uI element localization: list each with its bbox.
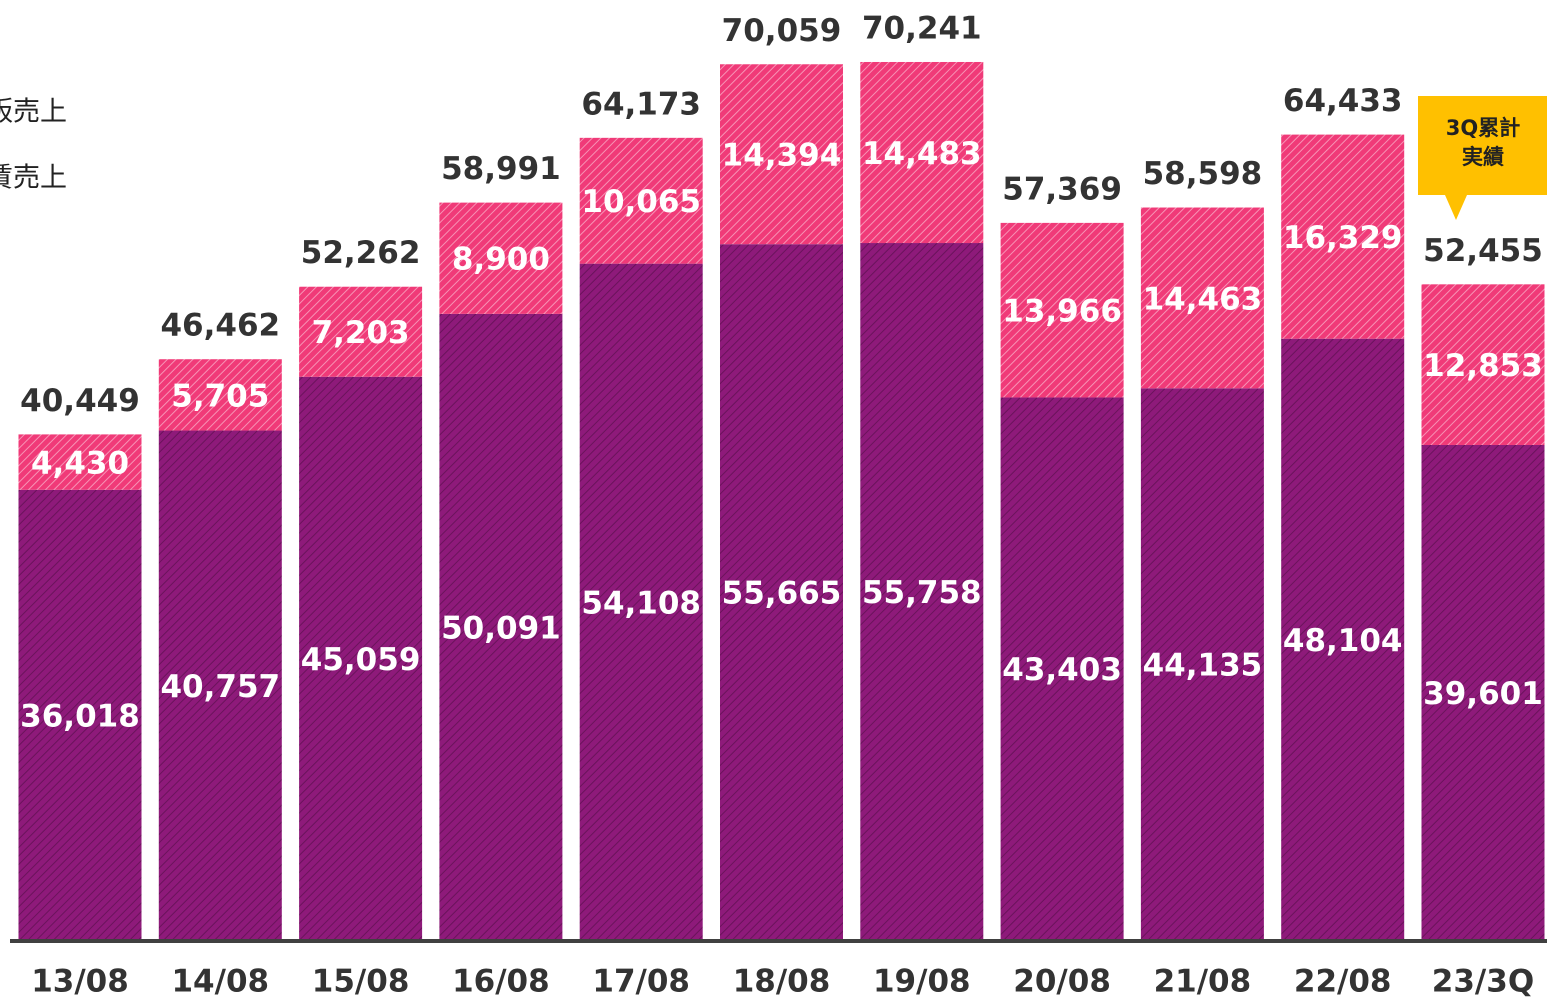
- bar-segment: [1421, 284, 1545, 445]
- bar-segment: [720, 64, 843, 245]
- total-label: 64,173: [581, 86, 701, 122]
- value-label: 5,705: [171, 378, 269, 414]
- x-tick-label: 20/08: [1013, 964, 1111, 1000]
- x-tick-label: 21/08: [1154, 964, 1252, 1000]
- value-label: 54,108: [581, 585, 701, 621]
- bar-segment: [1421, 444, 1545, 940]
- total-label: 57,369: [1002, 171, 1122, 207]
- x-tick-label: 16/08: [452, 964, 550, 1000]
- bar-segment: [579, 263, 703, 940]
- total-label: 40,449: [20, 383, 140, 419]
- bar-segment: [18, 489, 142, 940]
- callout-text: 3Q累計: [1446, 116, 1520, 140]
- bar-segment: [439, 313, 563, 940]
- bar-segment: [1140, 388, 1264, 940]
- value-label: 10,065: [581, 184, 701, 220]
- bar-segment: [1281, 134, 1405, 339]
- bar-segment: [158, 430, 282, 940]
- legend-label: 賃売上: [0, 163, 67, 194]
- bar-segment: [439, 202, 563, 314]
- bar-segment: [158, 359, 282, 431]
- bar-segment: [720, 244, 843, 940]
- bar-segment: [860, 61, 984, 244]
- value-label: 13,966: [1002, 294, 1122, 330]
- x-tick-label: 22/08: [1294, 964, 1392, 1000]
- value-label: 43,403: [1002, 652, 1122, 688]
- x-tick-label: 13/08: [31, 964, 129, 1000]
- bar-segment: [18, 434, 142, 490]
- value-label: 40,757: [160, 669, 280, 705]
- value-label: 55,665: [722, 576, 842, 612]
- x-tick-label: 15/08: [312, 964, 410, 1000]
- total-label: 52,455: [1423, 233, 1543, 269]
- value-label: 14,483: [862, 136, 982, 172]
- total-label: 46,462: [160, 308, 280, 344]
- callout: [1418, 96, 1547, 220]
- x-tick-label: 18/08: [733, 964, 831, 1000]
- x-tick-label: 14/08: [171, 964, 269, 1000]
- value-label: 48,104: [1283, 623, 1403, 659]
- value-label: 16,329: [1283, 220, 1403, 256]
- bar-segment: [1000, 222, 1124, 398]
- callout-text: 実績: [1462, 145, 1504, 169]
- total-label: 52,262: [301, 235, 421, 271]
- legend-label: 販売上: [0, 97, 67, 128]
- total-label: 70,059: [722, 13, 842, 49]
- value-label: 36,018: [20, 698, 140, 734]
- bar-segment: [860, 243, 984, 940]
- value-label: 4,430: [31, 446, 129, 482]
- bar-segment: [579, 137, 703, 264]
- value-label: 14,394: [722, 138, 842, 174]
- bar-segment: [1140, 207, 1264, 389]
- bar-segment: [1000, 397, 1124, 940]
- value-label: 39,601: [1423, 676, 1543, 712]
- value-label: 55,758: [862, 575, 982, 611]
- total-label: 58,991: [441, 151, 561, 187]
- x-tick-label: 19/08: [873, 964, 971, 1000]
- bar-segment: [299, 376, 423, 940]
- value-label: 14,463: [1143, 281, 1263, 317]
- bar-segment: [1281, 338, 1405, 940]
- value-label: 7,203: [312, 315, 410, 351]
- value-label: 8,900: [452, 242, 550, 278]
- value-label: 12,853: [1423, 348, 1543, 384]
- total-label: 70,241: [862, 10, 982, 46]
- x-tick-label: 17/08: [592, 964, 690, 1000]
- total-label: 64,433: [1283, 83, 1403, 119]
- value-label: 50,091: [441, 610, 561, 646]
- total-label: 58,598: [1143, 156, 1263, 192]
- value-label: 44,135: [1143, 648, 1263, 684]
- value-label: 45,059: [301, 642, 421, 678]
- x-tick-label: 23/3Q: [1432, 964, 1534, 1000]
- bar-segment: [299, 286, 423, 377]
